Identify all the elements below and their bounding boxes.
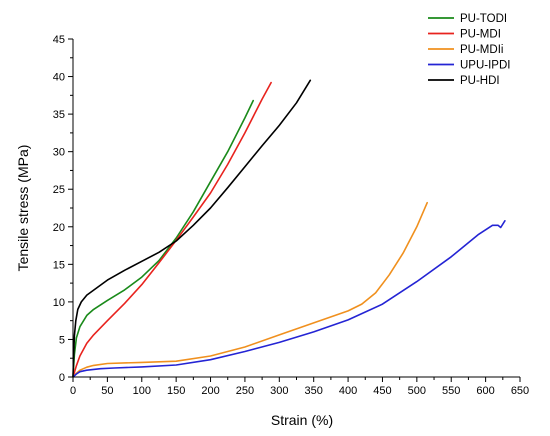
x-tick-label: 600	[476, 385, 494, 397]
x-tick-label: 400	[339, 385, 357, 397]
x-tick-label: 150	[167, 385, 185, 397]
legend-label-upu-ipdi: UPU-IPDI	[460, 60, 510, 72]
y-tick-label: 15	[53, 259, 65, 271]
x-tick-label: 300	[270, 385, 288, 397]
x-tick-label: 350	[305, 385, 323, 397]
x-tick-label: 200	[201, 385, 219, 397]
y-tick-label: 35	[53, 109, 65, 121]
ticks: 0 50 100 150 200 250 300 350 400 450 500 550 600 650 0…	[53, 34, 529, 397]
x-tick-label: 500	[408, 385, 426, 397]
y-tick-label: 0	[59, 372, 65, 384]
series-line-pu-hdi	[72, 79, 312, 378]
x-tick-label: 250	[236, 385, 254, 397]
y-tick-label: 20	[53, 222, 65, 234]
y-tick-label: 25	[53, 184, 65, 196]
legend-label-pu-hdi: PU-HDI	[460, 75, 500, 87]
y-tick-label: 45	[53, 34, 65, 46]
legend: PU-TODI PU-MDI PU-MDIi UPU-IPDI PU-HDI	[428, 13, 510, 87]
axes	[72, 39, 520, 378]
y-tick-label: 10	[53, 297, 65, 309]
series-line-pu-mdii	[72, 201, 428, 378]
x-axis-title: Strain (%)	[271, 412, 333, 428]
series-line-upu-ipdi	[72, 220, 506, 378]
plot-lines	[72, 79, 506, 378]
x-tick-label: 0	[70, 385, 76, 397]
y-tick-label: 5	[59, 334, 65, 346]
legend-label-pu-mdii: PU-MDIi	[460, 44, 503, 56]
y-tick-label: 30	[53, 147, 65, 159]
x-tick-label: 550	[442, 385, 460, 397]
y-axis-title: Tensile stress (MPa)	[15, 145, 31, 272]
y-tick-label: 40	[53, 72, 65, 84]
series-line-pu-mdi	[72, 81, 272, 378]
legend-label-pu-mdi: PU-MDI	[460, 29, 501, 41]
legend-label-pu-todi: PU-TODI	[460, 13, 507, 25]
x-tick-label: 650	[511, 385, 529, 397]
x-tick-label: 100	[133, 385, 151, 397]
series-line-pu-todi	[72, 99, 254, 378]
x-tick-label: 50	[101, 385, 113, 397]
x-tick-label: 450	[373, 385, 391, 397]
